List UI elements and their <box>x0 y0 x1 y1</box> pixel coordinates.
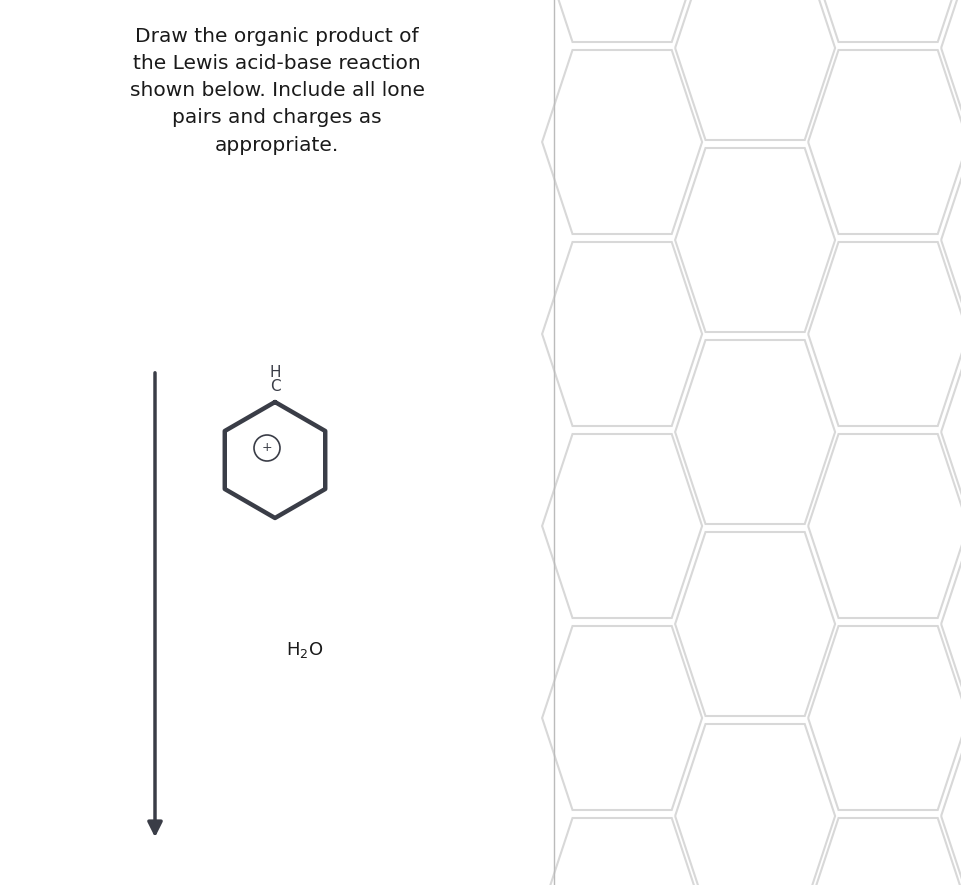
Text: H$_2$O: H$_2$O <box>286 640 323 660</box>
Bar <box>0 0 554 885</box>
Text: C: C <box>269 379 280 394</box>
Text: Draw the organic product of
the Lewis acid-base reaction
shown below. Include al: Draw the organic product of the Lewis ac… <box>130 27 424 155</box>
Text: H: H <box>269 365 281 380</box>
Bar <box>554 0 961 885</box>
Text: +: + <box>261 442 272 455</box>
